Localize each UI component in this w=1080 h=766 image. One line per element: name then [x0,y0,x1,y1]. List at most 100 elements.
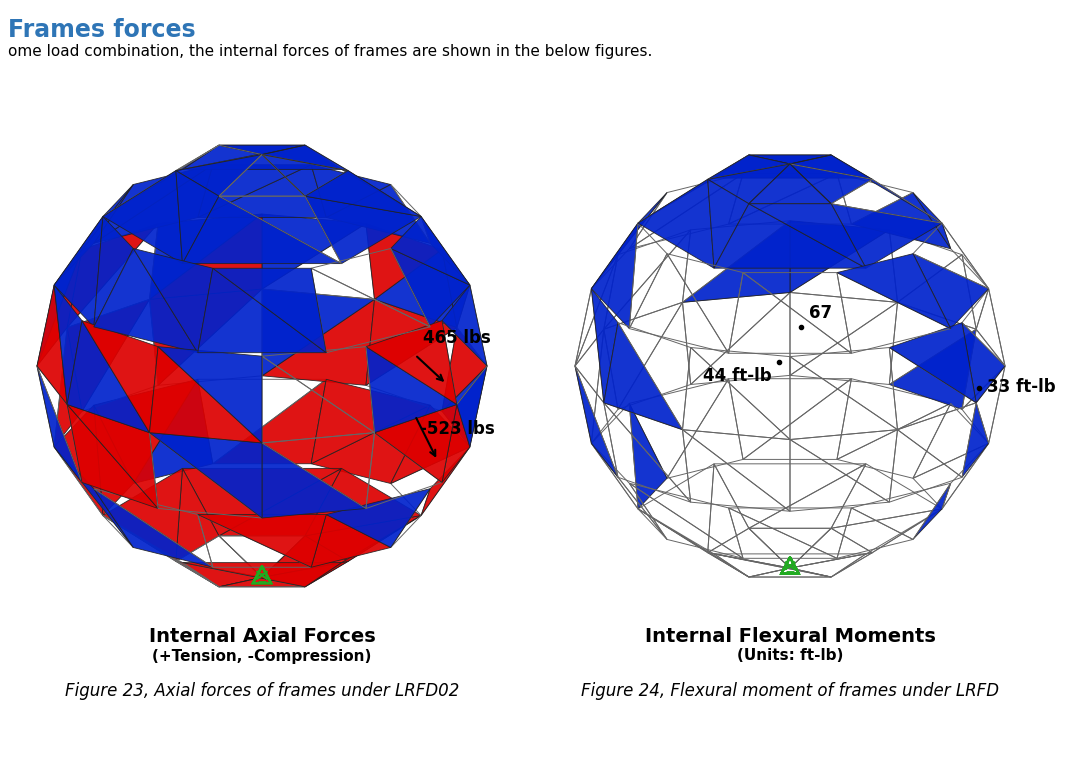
Polygon shape [262,155,348,171]
Polygon shape [311,165,391,218]
Polygon shape [94,217,133,327]
Polygon shape [391,248,470,327]
Polygon shape [707,179,748,268]
Polygon shape [219,578,305,587]
Polygon shape [149,289,262,385]
Polygon shape [683,221,789,303]
Polygon shape [183,563,341,587]
Polygon shape [748,155,789,164]
Polygon shape [366,300,457,385]
Polygon shape [714,155,866,178]
Polygon shape [305,561,348,587]
Polygon shape [442,285,487,366]
Polygon shape [391,405,470,483]
Polygon shape [889,322,976,403]
Polygon shape [67,300,149,411]
Polygon shape [94,165,213,244]
Polygon shape [103,171,183,264]
Text: 33 ft-lb: 33 ft-lb [987,378,1056,397]
Polygon shape [311,515,391,568]
Text: ome load combination, the internal forces of frames are shown in the below figur: ome load combination, the internal force… [8,44,652,59]
Text: 67: 67 [809,304,832,322]
Polygon shape [37,250,82,366]
Polygon shape [262,443,366,518]
Polygon shape [54,447,133,548]
Polygon shape [789,164,832,204]
Polygon shape [837,254,950,329]
Text: (Units: ft-lb): (Units: ft-lb) [737,649,843,663]
Text: 44 ft-lb: 44 ft-lb [703,367,771,385]
Polygon shape [913,254,988,329]
Polygon shape [103,468,183,561]
Polygon shape [149,214,262,300]
Polygon shape [832,155,873,179]
Polygon shape [262,561,348,578]
Polygon shape [183,146,341,169]
Polygon shape [457,366,487,447]
Polygon shape [262,536,305,578]
Text: Figure 23, Axial forces of frames under LRFD02: Figure 23, Axial forces of frames under … [65,682,459,700]
Polygon shape [442,250,470,328]
Polygon shape [94,405,133,516]
Polygon shape [213,268,326,352]
Polygon shape [442,404,470,483]
Polygon shape [67,321,149,433]
Polygon shape [176,155,262,171]
Text: (+Tension, -Compression): (+Tension, -Compression) [152,649,372,663]
Polygon shape [54,217,103,327]
Polygon shape [326,185,430,244]
Polygon shape [54,328,82,447]
Polygon shape [707,164,789,204]
Polygon shape [262,289,375,376]
Polygon shape [305,516,421,561]
Polygon shape [630,404,667,509]
Polygon shape [421,447,470,516]
Polygon shape [341,516,421,563]
Polygon shape [183,468,341,536]
Polygon shape [37,250,82,366]
Polygon shape [133,379,213,483]
Polygon shape [262,561,348,587]
Polygon shape [748,204,866,268]
Polygon shape [262,155,305,196]
Polygon shape [913,483,950,539]
Polygon shape [213,379,326,463]
Text: Frames forces: Frames forces [8,18,195,42]
Polygon shape [789,221,889,293]
Polygon shape [789,155,832,164]
Polygon shape [592,223,638,329]
Polygon shape [748,164,789,204]
Text: -523 lbs: -523 lbs [420,421,495,438]
Polygon shape [748,164,832,204]
Polygon shape [366,224,442,300]
Polygon shape [176,561,262,587]
Polygon shape [962,403,988,477]
Polygon shape [789,164,873,204]
Polygon shape [962,322,1005,403]
Polygon shape [67,404,158,509]
Text: Internal Axial Forces: Internal Axial Forces [149,627,376,646]
Polygon shape [198,165,311,218]
Polygon shape [158,347,262,443]
Text: Internal Flexural Moments: Internal Flexural Moments [645,627,935,646]
Polygon shape [311,405,430,483]
Polygon shape [391,217,470,285]
Polygon shape [421,217,470,285]
Polygon shape [592,192,667,289]
Polygon shape [575,366,618,477]
Polygon shape [149,433,262,518]
Polygon shape [198,515,326,568]
Polygon shape [183,196,341,264]
Polygon shape [714,204,866,268]
Polygon shape [82,321,158,433]
Polygon shape [375,404,457,483]
Polygon shape [262,214,366,289]
Polygon shape [789,155,873,179]
Polygon shape [326,489,430,548]
Polygon shape [94,489,213,568]
Polygon shape [311,379,430,463]
Polygon shape [604,322,683,430]
Polygon shape [748,155,832,164]
Polygon shape [262,300,375,385]
Polygon shape [94,379,198,483]
